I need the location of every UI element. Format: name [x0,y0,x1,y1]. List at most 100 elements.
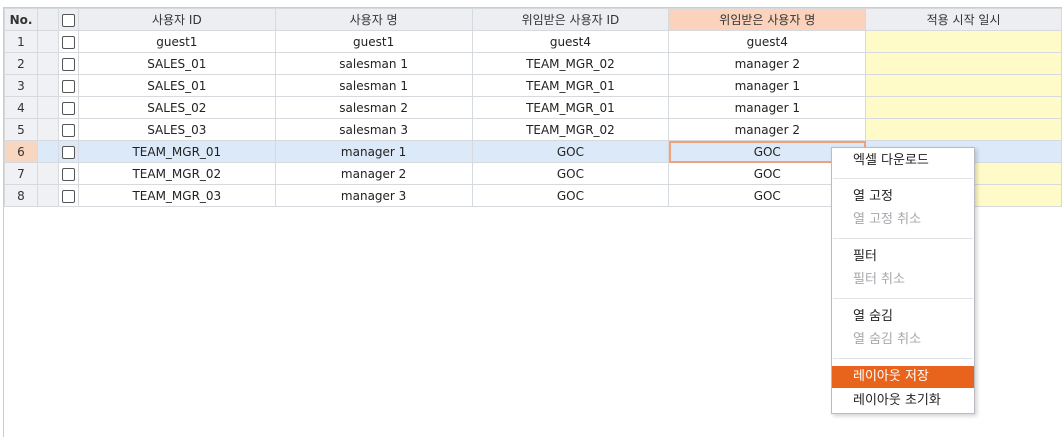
cell-user-id[interactable]: SALES_03 [77,118,276,141]
table-row[interactable]: 5 SALES_03 salesman 3 TEAM_MGR_02 manage… [4,118,1062,141]
menu-item-unfreeze-column: 열 고정 취소 [853,212,922,227]
header-start-date[interactable]: 적용 시작 일시 [865,8,1062,31]
row-indicator [36,52,59,75]
menu-separator [833,358,973,359]
header-user-id[interactable]: 사용자 ID [77,8,276,31]
row-number: 6 [4,140,38,163]
cell-start-date[interactable] [865,52,1062,75]
row-indicator [36,140,59,163]
cell-delegated-name[interactable]: manager 2 [668,52,867,75]
row-indicator [36,162,59,185]
cell-delegated-name[interactable]: manager 1 [668,96,867,119]
header-no[interactable]: No. [4,8,38,31]
cell-user-id[interactable]: TEAM_MGR_03 [77,184,276,207]
cell-user-name[interactable]: salesman 1 [274,52,473,75]
cell-delegated-id[interactable]: GOC [471,140,670,163]
cell-start-date[interactable] [865,96,1062,119]
cell-user-name[interactable]: salesman 3 [274,118,473,141]
cell-delegated-id[interactable]: GOC [471,162,670,185]
cell-start-date[interactable] [865,30,1062,53]
menu-separator [833,238,973,239]
menu-item-excel-download[interactable]: 엑셀 다운로드 [853,153,929,168]
row-checkbox[interactable] [61,35,75,49]
cell-delegated-id[interactable]: guest4 [471,30,670,53]
menu-separator [833,298,973,299]
cell-start-date[interactable] [865,118,1062,141]
row-select-cell[interactable] [57,162,79,185]
row-number: 1 [4,30,38,53]
row-number: 3 [4,74,38,97]
header-blank [36,8,59,31]
menu-item-reset-layout[interactable]: 레이아웃 초기화 [853,393,941,408]
row-indicator [36,74,59,97]
cell-delegated-name[interactable]: GOC [668,162,867,185]
cell-user-name[interactable]: guest1 [274,30,473,53]
cell-user-name[interactable]: manager 3 [274,184,473,207]
row-checkbox[interactable] [61,189,75,203]
row-select-cell[interactable] [57,184,79,207]
table-row[interactable]: 1 guest1 guest1 guest4 guest4 [4,30,1062,53]
menu-separator [833,178,973,179]
cell-delegated-id[interactable]: TEAM_MGR_01 [471,74,670,97]
row-checkbox[interactable] [61,79,75,93]
cell-delegated-id[interactable]: TEAM_MGR_02 [471,118,670,141]
cell-user-id[interactable]: SALES_01 [77,74,276,97]
cell-delegated-name-focused[interactable]: GOC [668,140,867,163]
row-checkbox[interactable] [61,145,75,159]
row-select-cell[interactable] [57,118,79,141]
cell-user-name[interactable]: manager 2 [274,162,473,185]
menu-item-save-layout[interactable]: 레이아웃 저장 [832,366,974,388]
cell-user-name[interactable]: salesman 2 [274,96,473,119]
header-select-all[interactable] [57,8,79,31]
menu-item-filter[interactable]: 필터 [853,249,877,264]
row-select-cell[interactable] [57,52,79,75]
cell-delegated-id[interactable]: TEAM_MGR_01 [471,96,670,119]
cell-delegated-name[interactable]: manager 2 [668,118,867,141]
row-checkbox[interactable] [61,123,75,137]
cell-user-name[interactable]: manager 1 [274,140,473,163]
cell-user-name[interactable]: salesman 1 [274,74,473,97]
context-menu: 엑셀 다운로드 열 고정 열 고정 취소 필터 필터 취소 열 숨김 열 숨김 … [831,147,975,414]
row-indicator [36,96,59,119]
select-all-checkbox[interactable] [61,13,75,27]
row-select-cell[interactable] [57,96,79,119]
menu-item-clear-filter: 필터 취소 [853,272,905,287]
cell-start-date[interactable] [865,74,1062,97]
row-number: 5 [4,118,38,141]
row-select-cell[interactable] [57,30,79,53]
table-row[interactable]: 2 SALES_01 salesman 1 TEAM_MGR_02 manage… [4,52,1062,75]
row-checkbox[interactable] [61,167,75,181]
menu-item-freeze-column[interactable]: 열 고정 [853,189,894,204]
row-number: 4 [4,96,38,119]
menu-item-hide-column[interactable]: 열 숨김 [853,309,894,324]
row-number: 8 [4,184,38,207]
table-row[interactable]: 3 SALES_01 salesman 1 TEAM_MGR_01 manage… [4,74,1062,97]
row-number: 2 [4,52,38,75]
row-checkbox[interactable] [61,57,75,71]
header-user-name[interactable]: 사용자 명 [274,8,473,31]
cell-user-id[interactable]: SALES_01 [77,52,276,75]
grid-frame [3,7,1062,437]
header-delegated-name[interactable]: 위임받은 사용자 명 [668,8,867,31]
cell-delegated-name[interactable]: manager 1 [668,74,867,97]
row-checkbox[interactable] [61,101,75,115]
grid-header-row: No. 사용자 ID 사용자 명 위임받은 사용자 ID 위임받은 사용자 명 … [4,8,1062,31]
user-delegation-grid: No. 사용자 ID 사용자 명 위임받은 사용자 ID 위임받은 사용자 명 … [4,8,1062,207]
cell-user-id[interactable]: guest1 [77,30,276,53]
menu-item-unhide-column: 열 숨김 취소 [853,332,922,347]
cell-user-id[interactable]: TEAM_MGR_02 [77,162,276,185]
row-indicator [36,30,59,53]
cell-user-id[interactable]: SALES_02 [77,96,276,119]
row-number: 7 [4,162,38,185]
cell-delegated-name[interactable]: GOC [668,184,867,207]
cell-user-id[interactable]: TEAM_MGR_01 [77,140,276,163]
row-indicator [36,184,59,207]
cell-delegated-id[interactable]: TEAM_MGR_02 [471,52,670,75]
row-select-cell[interactable] [57,140,79,163]
cell-delegated-id[interactable]: GOC [471,184,670,207]
row-select-cell[interactable] [57,74,79,97]
cell-delegated-name[interactable]: guest4 [668,30,867,53]
table-row[interactable]: 4 SALES_02 salesman 2 TEAM_MGR_01 manage… [4,96,1062,119]
header-delegated-id[interactable]: 위임받은 사용자 ID [471,8,670,31]
row-indicator [36,118,59,141]
